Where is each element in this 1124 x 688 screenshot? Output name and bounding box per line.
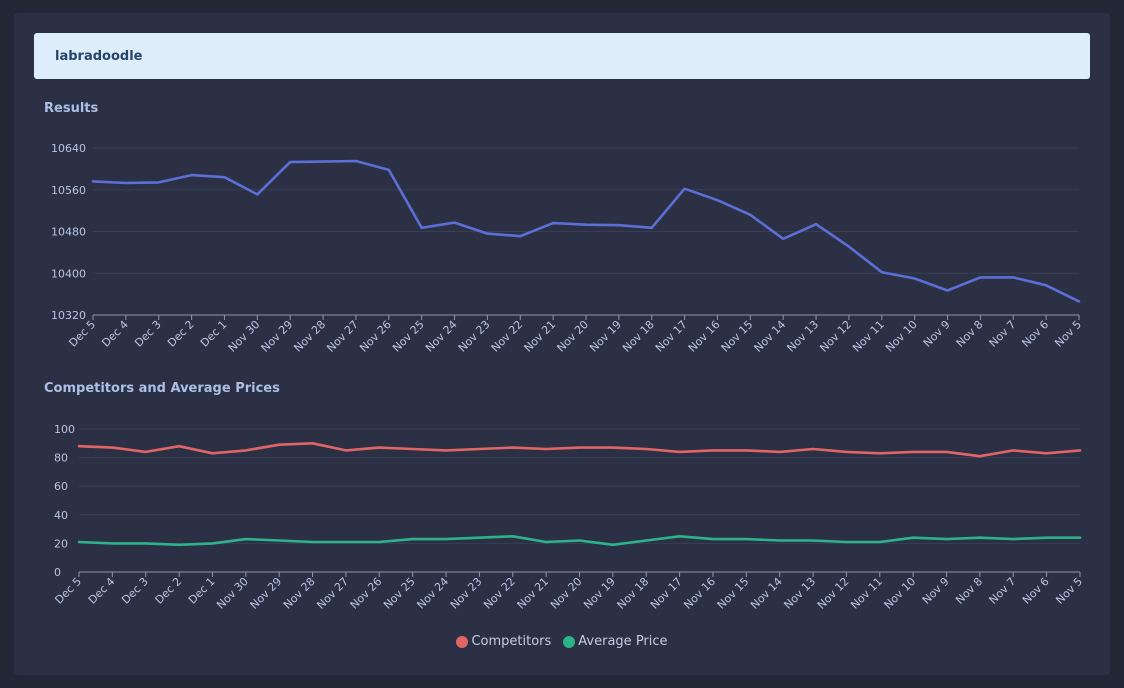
competitors-y-tick-label: 100 — [54, 423, 75, 436]
competitors-x-tick-label: Nov 27 — [314, 575, 351, 612]
competitors-x-tick-label: Nov 10 — [882, 575, 919, 612]
competitors-x-tick-label: Nov 12 — [815, 575, 852, 612]
average-price-legend-dot — [563, 635, 576, 648]
results-series-line-0 — [91, 159, 1081, 303]
competitors-x-tick-label: Nov 18 — [615, 575, 652, 612]
competitors-x-tick-label: Nov 26 — [348, 575, 385, 612]
competitors-x-tick-label: Nov 24 — [414, 575, 451, 612]
competitors-x-tick-label: Nov 5 — [1053, 575, 1085, 607]
competitors-x-tick-label: Nov 14 — [748, 575, 785, 612]
keyword-title: labradoodle — [55, 48, 143, 64]
keyword-header: labradoodle — [34, 33, 1090, 79]
competitors-x-tick-label: Nov 25 — [381, 575, 418, 612]
competitors-x-tick-label: Nov 16 — [681, 575, 718, 612]
competitors-x-tick-label: Nov 8 — [953, 575, 985, 607]
competitors-x-tick-label: Nov 19 — [581, 575, 618, 612]
results-y-tick-label: 10560 — [51, 184, 86, 197]
competitors-x-tick-label: Nov 6 — [1020, 575, 1052, 607]
competitors-x-tick-label: Dec 2 — [153, 575, 185, 607]
dashboard-panel: labradoodle Results Competitors and Aver… — [14, 13, 1110, 675]
competitors-x-tick-label: Dec 1 — [186, 575, 218, 607]
competitors-series-line-1 — [77, 534, 1082, 547]
competitors-y-tick-label: 20 — [54, 537, 68, 550]
competitors-x-tick-label: Nov 28 — [281, 575, 318, 612]
competitors-y-tick-label: 0 — [54, 566, 61, 579]
competitors-chart-title: Competitors and Average Prices — [44, 381, 280, 396]
competitors-x-tick-label: Nov 30 — [214, 575, 251, 612]
legend-label-competitors: Competitors — [471, 634, 552, 649]
competitors-x-tick-label: Dec 3 — [119, 575, 151, 607]
results-chart-title: Results — [44, 101, 99, 116]
competitors-x-tick-label: Dec 5 — [52, 575, 84, 607]
competitors-y-tick-label: 40 — [54, 509, 68, 522]
competitors-series-line-0 — [77, 441, 1082, 458]
competitors-y-tick-label: 80 — [54, 452, 68, 465]
competitors-x-tick-label: Nov 9 — [920, 575, 952, 607]
competitors-x-tick-label: Nov 29 — [248, 575, 285, 612]
legend-item-average-price[interactable]: Average Price — [563, 634, 668, 649]
competitors-x-tick-label: Nov 20 — [548, 575, 585, 612]
competitors-x-tick-label: Nov 11 — [848, 575, 885, 612]
results-y-tick-label: 10640 — [51, 142, 86, 155]
competitors-y-tick-label: 60 — [54, 480, 68, 493]
competitors-x-tick-label: Nov 22 — [481, 575, 518, 612]
legend-item-competitors[interactable]: Competitors — [456, 634, 551, 649]
legend-label-average-price: Average Price — [578, 634, 668, 649]
competitors-x-tick-label: Dec 4 — [86, 575, 118, 607]
competitors-x-tick-label: Nov 17 — [648, 575, 685, 612]
competitors-x-tick-label: Nov 21 — [515, 575, 552, 612]
competitors-legend-dot — [456, 635, 469, 648]
competitors-x-tick-label: Nov 7 — [987, 575, 1019, 607]
results-y-tick-label: 10320 — [51, 309, 86, 322]
competitors-x-tick-label: Nov 23 — [448, 575, 485, 612]
competitors-x-tick-label: Nov 13 — [781, 575, 818, 612]
results-y-tick-label: 10480 — [51, 226, 86, 239]
competitors-x-tick-label: Nov 15 — [715, 575, 752, 612]
competitors-chart-legend: Competitors Average Price — [14, 634, 1110, 649]
results-y-tick-label: 10400 — [51, 267, 86, 280]
